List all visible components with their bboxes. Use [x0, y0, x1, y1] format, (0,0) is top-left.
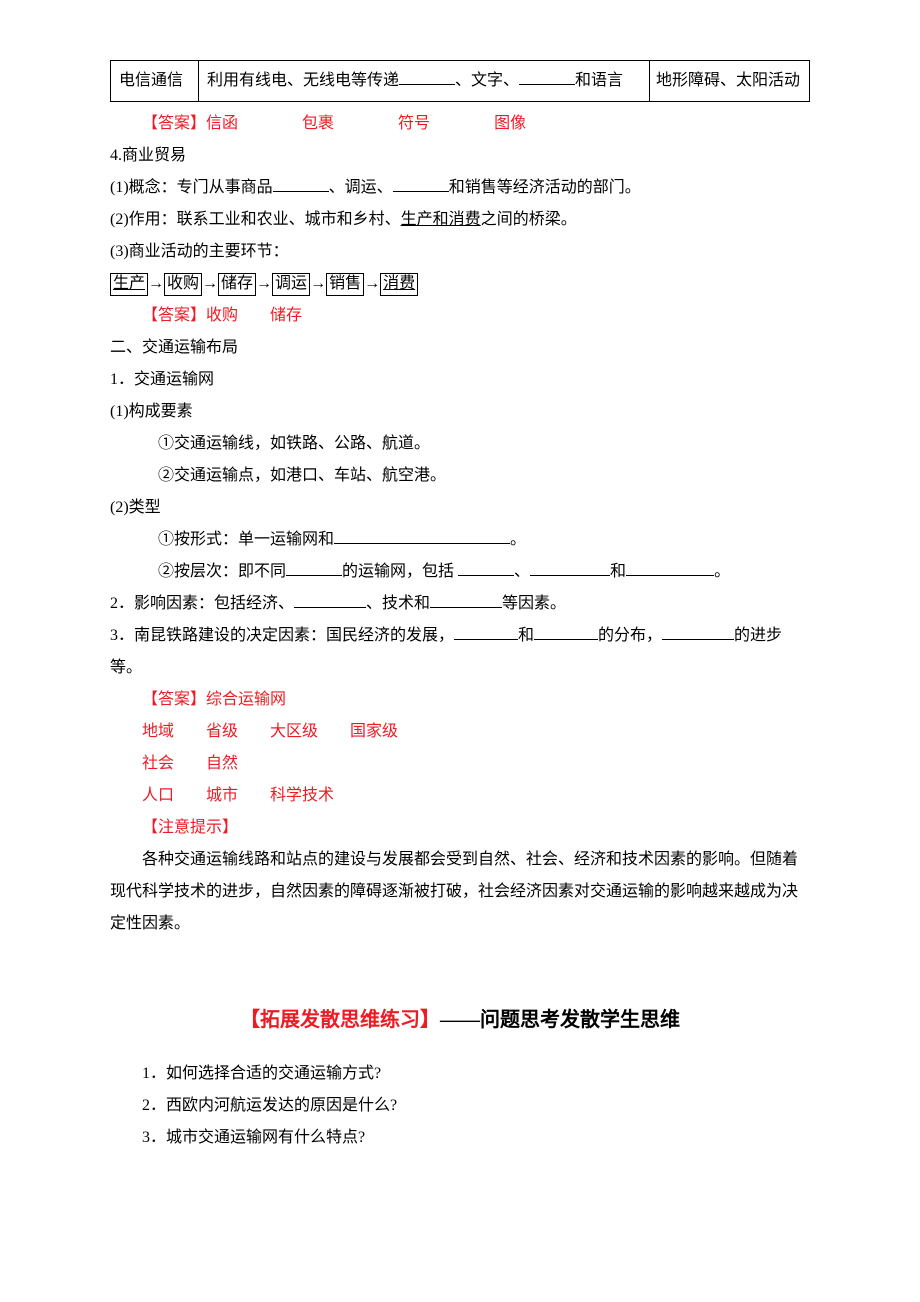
answer-line: 人口 城市 科学技术 — [110, 780, 810, 812]
answer-text: 综合运输网 — [206, 691, 286, 708]
question: 2．西欧内河航运发达的原因是什么? — [110, 1090, 810, 1122]
answer-line: 社会 自然 — [110, 748, 810, 780]
table-row: 电信通信 利用有线电、无线电等传递 、文字、 和语言 地形障碍、太阳活动 — [111, 61, 810, 102]
paragraph: (2)类型 — [110, 492, 810, 524]
underlined-text: 生产和消费 — [401, 211, 481, 228]
document-page: 电信通信 利用有线电、无线电等传递、文字、和语言 地形障碍、太阳活动 【答案】信… — [0, 0, 920, 1254]
flow-box: 调运 — [272, 273, 310, 296]
answer-label: 【答案】 — [142, 307, 206, 324]
text: 和销售等经济活动的部门。 — [449, 179, 641, 196]
flow-chain: 生产→收购→储存→调运→销售→消费 — [110, 268, 810, 300]
note-label: 【注意提示】 — [110, 812, 810, 844]
answer-text: 社会 — [142, 755, 174, 772]
answer-text: 国家级 — [350, 723, 398, 740]
blank — [626, 558, 714, 576]
text: 、调运、 — [329, 179, 393, 196]
blank — [458, 558, 514, 576]
answer-text: 储存 — [270, 307, 302, 324]
cell-c3: 地形障碍、太阳活动 — [650, 61, 810, 102]
answer-text: 城市 — [206, 787, 238, 804]
answer-line: 【答案】收购 储存 — [110, 300, 810, 332]
blank — [399, 67, 455, 85]
answer-text: 包裹 — [302, 115, 334, 132]
text: 和 — [610, 563, 626, 580]
text: 。 — [714, 563, 730, 580]
text: 等因素。 — [502, 595, 566, 612]
text: (1)概念：专门从事商品 — [110, 179, 273, 196]
table: 电信通信 利用有线电、无线电等传递 、文字、 和语言 地形障碍、太阳活动 — [110, 60, 810, 102]
answer-label: 【答案】 — [142, 691, 206, 708]
answer-text: 省级 — [206, 723, 238, 740]
heading-4: 4.商业贸易 — [110, 140, 810, 172]
flow-box: 储存 — [218, 273, 256, 296]
cell-c2: 利用有线电、无线电等传递 、文字、 和语言 — [199, 61, 650, 102]
flow-box: 消费 — [380, 273, 418, 296]
list-item: ②交通运输点，如港口、车站、航空港。 — [110, 460, 810, 492]
heading-t1: 1．交通运输网 — [110, 364, 810, 396]
flow-box: 收购 — [164, 273, 202, 296]
text: 的分布， — [598, 627, 662, 644]
text: 、文字、 — [455, 72, 519, 89]
answer-text: 大区级 — [270, 723, 318, 740]
paragraph: (1)概念：专门从事商品 、调运、 和销售等经济活动的部门。 — [110, 172, 810, 204]
answer-line: 【答案】综合运输网 — [110, 684, 810, 716]
question: 1．如何选择合适的交通运输方式? — [110, 1058, 810, 1090]
note-text: 各种交通运输线路和站点的建设与发展都会受到自然、社会、经济和技术因素的影响。但随… — [110, 844, 810, 940]
flow-box: 生产 — [110, 273, 148, 296]
blank — [534, 622, 598, 640]
paragraph: (1)构成要素 — [110, 396, 810, 428]
answer-line: 【答案】信函 包裹 符号 图像 — [110, 108, 810, 140]
text: 和 — [518, 627, 534, 644]
text: 之间的桥梁。 — [481, 211, 577, 228]
text: ②按层次：即不同 — [158, 563, 286, 580]
answer-line: 地域 省级 大区级 国家级 — [110, 716, 810, 748]
blank — [662, 622, 734, 640]
question: 3．城市交通运输网有什么特点? — [110, 1122, 810, 1154]
list-item: ①交通运输线，如铁路、公路、航道。 — [110, 428, 810, 460]
blank — [519, 67, 575, 85]
text: 2．影响因素：包括经济、 — [110, 595, 294, 612]
text: 利用有线电、无线电等传递 — [207, 72, 399, 89]
answer-text: 人口 — [142, 787, 174, 804]
text: 、技术和 — [366, 595, 430, 612]
answer-text: 收购 — [206, 307, 238, 324]
paragraph: 3．南昆铁路建设的决定因素：国民经济的发展，和的分布，的进步等。 — [110, 620, 810, 684]
answer-text: 自然 — [206, 755, 238, 772]
blank — [294, 590, 366, 608]
answer-label: 【答案】 — [142, 115, 206, 132]
flow-box: 销售 — [326, 273, 364, 296]
section-heading: 【拓展发散思维练习】——问题思考发散学生思维 — [110, 1000, 810, 1040]
blank — [393, 174, 449, 192]
list-item: ②按层次：即不同 的运输网，包括 、 和 。 — [110, 556, 810, 588]
answer-text: 地域 — [142, 723, 174, 740]
heading-sec2: 二、交通运输布局 — [110, 332, 810, 364]
text: 的运输网，包括 — [342, 563, 458, 580]
blank — [530, 558, 610, 576]
text: ①按形式：单一运输网和 — [158, 531, 334, 548]
heading-red-part: 【拓展发散思维练习】 — [240, 1009, 440, 1031]
answer-text: 图像 — [494, 115, 526, 132]
paragraph: 2．影响因素：包括经济、 、技术和 等因素。 — [110, 588, 810, 620]
text: 和语言 — [575, 72, 623, 89]
paragraph: (3)商业活动的主要环节： — [110, 236, 810, 268]
list-item: ①按形式：单一运输网和 。 — [110, 524, 810, 556]
answer-text: 信函 — [206, 115, 238, 132]
answer-text: 科学技术 — [270, 787, 334, 804]
cell-c1: 电信通信 — [111, 61, 199, 102]
text: 3．南昆铁路建设的决定因素：国民经济的发展， — [110, 627, 454, 644]
answer-text: 符号 — [398, 115, 430, 132]
paragraph: (2)作用：联系工业和农业、城市和乡村、生产和消费之间的桥梁。 — [110, 204, 810, 236]
blank — [334, 526, 510, 544]
heading-black-part: ——问题思考发散学生思维 — [440, 1009, 680, 1031]
blank — [286, 558, 342, 576]
text: (2)作用：联系工业和农业、城市和乡村、 — [110, 211, 401, 228]
blank — [430, 590, 502, 608]
text: 、 — [514, 563, 530, 580]
text: 。 — [510, 531, 526, 548]
blank — [273, 174, 329, 192]
blank — [454, 622, 518, 640]
